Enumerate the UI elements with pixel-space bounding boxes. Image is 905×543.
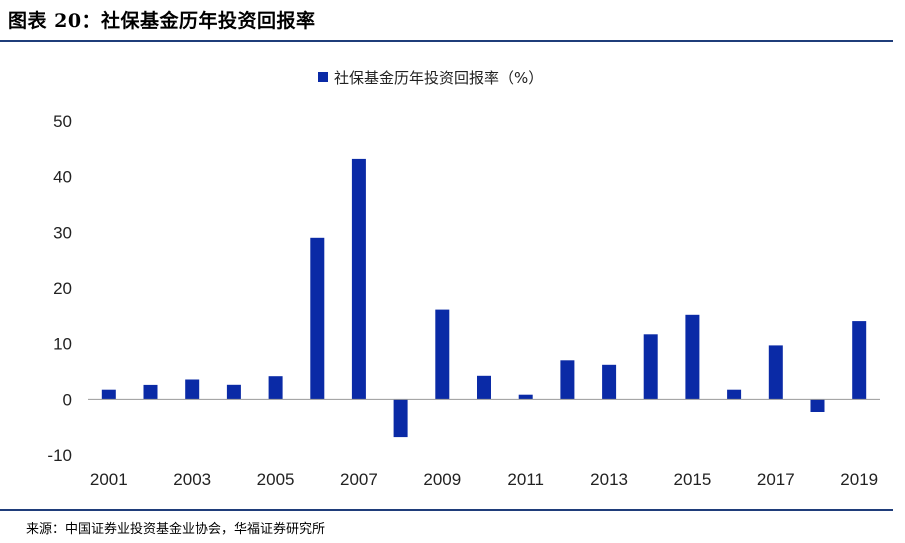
x-tick-label: 2005 (257, 470, 295, 489)
bar-2001 (101, 389, 116, 400)
bar-2003 (185, 379, 200, 400)
y-tick-label: 40 (53, 168, 72, 187)
bar-series (101, 158, 867, 438)
x-tick-label: 2007 (340, 470, 378, 489)
y-tick-label: -10 (47, 446, 72, 465)
bar-2016 (727, 389, 742, 400)
bar-2006 (310, 237, 325, 400)
y-tick-label: 30 (53, 223, 72, 242)
bar-2015 (685, 314, 700, 400)
x-tick-label: 2013 (590, 470, 628, 489)
x-tick-label: 2019 (840, 470, 878, 489)
bar-2014 (643, 334, 658, 400)
legend-swatch (318, 72, 328, 82)
bar-2018 (810, 399, 825, 412)
bar-2008 (393, 399, 408, 438)
x-axis-ticks: 2001 2003 2005 2007 2009 2011 2013 2015 2017 2019 (90, 470, 878, 489)
legend-label: 社保基金历年投资回报率（%） (334, 69, 543, 87)
y-axis-ticks: -10 0 10 20 30 40 50 (47, 112, 72, 465)
source-note: 来源：中国证券业投资基金业协会，华福证券研究所 (26, 522, 326, 537)
bar-2005 (268, 376, 283, 400)
y-tick-label: 50 (53, 112, 72, 131)
chart-legend: 社保基金历年投资回报率（%） (318, 69, 543, 87)
x-tick-label: 2011 (507, 470, 544, 489)
header-rule (0, 40, 893, 42)
x-tick-label: 2017 (757, 470, 795, 489)
x-tick-label: 2003 (173, 470, 211, 489)
bar-2012 (560, 360, 575, 400)
bar-2002 (143, 384, 158, 400)
bar-2017 (768, 345, 783, 400)
bar-2009 (435, 309, 450, 400)
y-tick-label: 20 (53, 279, 72, 298)
x-tick-label: 2001 (90, 470, 128, 489)
y-tick-label: 0 (63, 390, 72, 409)
bar-2013 (602, 364, 617, 400)
bar-2010 (477, 375, 491, 400)
bar-2011 (518, 394, 533, 400)
page-title: 图表 20：社保基金历年投资回报率 (8, 10, 316, 32)
x-tick-label: 2009 (423, 470, 461, 489)
y-tick-label: 10 (53, 335, 72, 354)
footer-rule (0, 509, 893, 511)
bar-2004 (226, 384, 241, 400)
bar-2019 (852, 321, 867, 400)
bar-2007 (351, 158, 366, 400)
x-tick-label: 2015 (673, 470, 711, 489)
